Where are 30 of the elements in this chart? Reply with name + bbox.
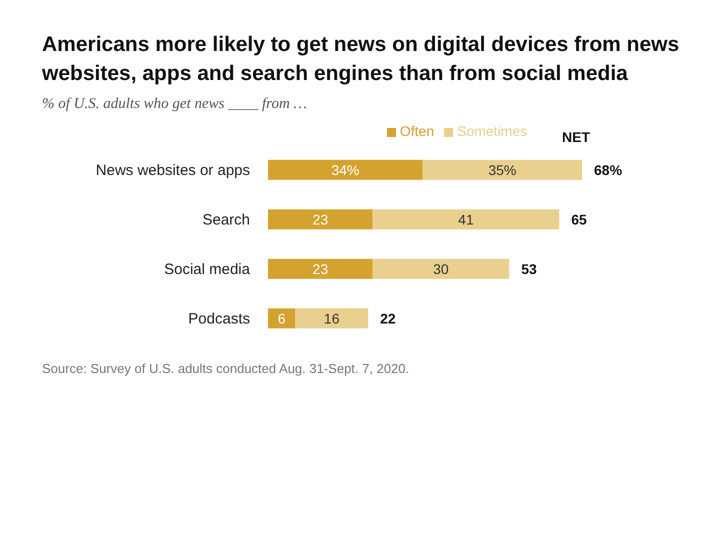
- total-label: 65: [571, 211, 588, 228]
- chart-title: Americans more likely to get news on digital devices from news websites, apps and search engines than from social media: [42, 32, 680, 87]
- bar: [295, 308, 368, 328]
- data-label: 41: [458, 211, 474, 228]
- bar: [268, 308, 296, 328]
- bar: [422, 160, 582, 180]
- y-tick-label: Search: [202, 212, 250, 229]
- data-label: 23: [312, 260, 328, 277]
- bar: [268, 209, 373, 230]
- chart-subtitle: % of U.S. adults who get news ____ from …: [42, 96, 308, 113]
- bar: [372, 209, 560, 230]
- source-note: Source: Survey of U.S. adults conducted Aug. 31-Sept. 7, 2020.: [42, 361, 410, 376]
- bar: [268, 258, 373, 279]
- data-label: 34%: [331, 162, 360, 178]
- y-tick-label: News websites or apps: [96, 162, 250, 180]
- text: NET: [562, 129, 590, 145]
- legend-label: Often: [400, 123, 434, 139]
- total-label: 68%: [594, 162, 623, 178]
- total-label: 53: [521, 260, 537, 277]
- data-label: 30: [433, 260, 449, 277]
- data-label: 23: [312, 211, 328, 228]
- data-label: 6: [278, 310, 286, 326]
- data-label: 35%: [488, 162, 516, 178]
- legend-label: Sometimes: [457, 123, 528, 139]
- y-tick-label: Podcasts: [188, 310, 250, 328]
- bar: [268, 160, 423, 180]
- y-tick-label: Social media: [164, 261, 251, 278]
- data-label: 16: [324, 310, 340, 326]
- total-label: 22: [380, 310, 396, 326]
- bar: [372, 258, 510, 279]
